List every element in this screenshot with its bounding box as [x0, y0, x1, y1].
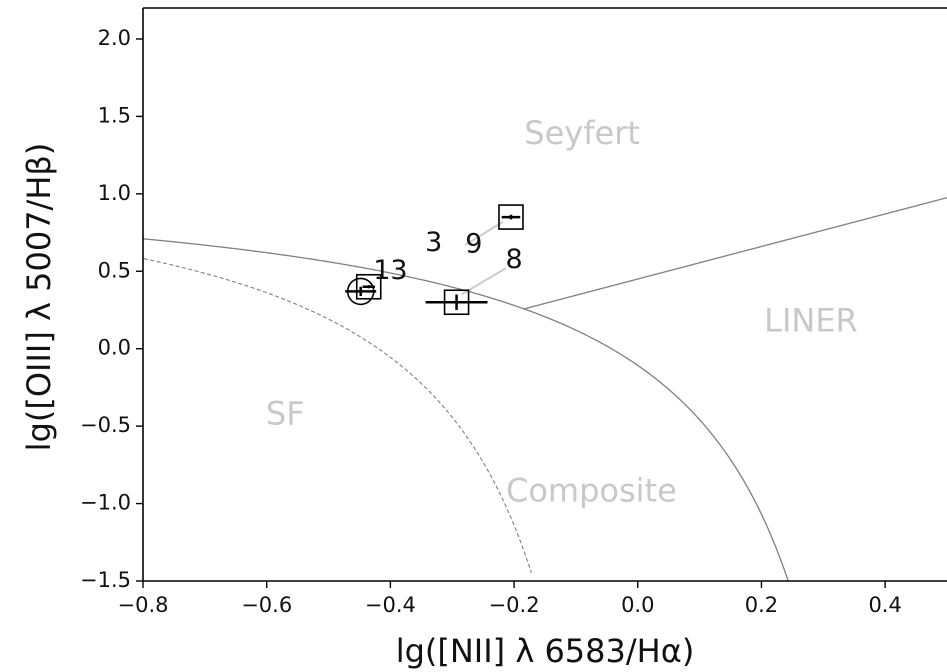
circle-marker [346, 277, 375, 306]
data-points [345, 204, 524, 316]
x-axis-title: lg([NII] λ 6583/Hα) [396, 632, 695, 670]
y-tick-label: 1.0 [98, 181, 131, 205]
x-axis-ticks: −0.8 −0.6 −0.4 −0.2 0.0 0.2 0.4 [118, 581, 902, 617]
x-tick-label: −0.2 [489, 593, 540, 617]
region-labels: Seyfert LINER SF Composite [266, 114, 858, 510]
square-marker [443, 289, 470, 316]
region-label-composite: Composite [506, 472, 677, 510]
region-label-sf: SF [266, 394, 305, 432]
y-tick-label: 0.5 [98, 258, 131, 282]
y-tick-label: 2.0 [98, 26, 131, 50]
y-axis-title: lg([OIII] λ 5007/Hβ) [20, 143, 58, 452]
x-tick-label: 0.0 [621, 593, 654, 617]
kewley-2001-maximum-starburst-curve [143, 238, 789, 581]
x-tick-label: 0.4 [868, 593, 901, 617]
point-label-3: 3 [425, 227, 442, 258]
y-axis-ticks: −1.5 −1.0 −0.5 0.0 0.5 1.0 1.5 2.0 [80, 26, 143, 592]
data-point-square [425, 289, 488, 316]
y-tick-label: 0.0 [98, 336, 131, 360]
axes [142, 7, 947, 582]
point-label-8: 8 [505, 244, 522, 275]
y-tick-label: 1.5 [98, 103, 131, 127]
x-tick-label: −0.8 [118, 593, 169, 617]
leader-line [464, 220, 504, 246]
square-marker [355, 273, 382, 300]
data-point-square [498, 204, 524, 230]
y-tick-label: −0.5 [80, 413, 131, 437]
region-label-seyfert: Seyfert [524, 114, 640, 152]
point-label-9: 9 [465, 228, 482, 259]
y-tick-label: −1.5 [80, 568, 131, 592]
seyfert-liner-line [523, 197, 947, 310]
boundary-curves [143, 197, 947, 581]
x-tick-label: −0.4 [365, 593, 416, 617]
x-tick-label: −0.6 [241, 593, 292, 617]
square-marker [498, 204, 524, 230]
point-label-13: 13 [373, 255, 407, 286]
data-point-square [355, 273, 382, 300]
point-annotations: 13 3 9 8 [373, 227, 522, 286]
region-label-liner: LINER [764, 301, 858, 339]
data-point-circle [345, 277, 377, 306]
y-tick-label: −1.0 [80, 491, 131, 515]
x-tick-label: 0.2 [745, 593, 778, 617]
